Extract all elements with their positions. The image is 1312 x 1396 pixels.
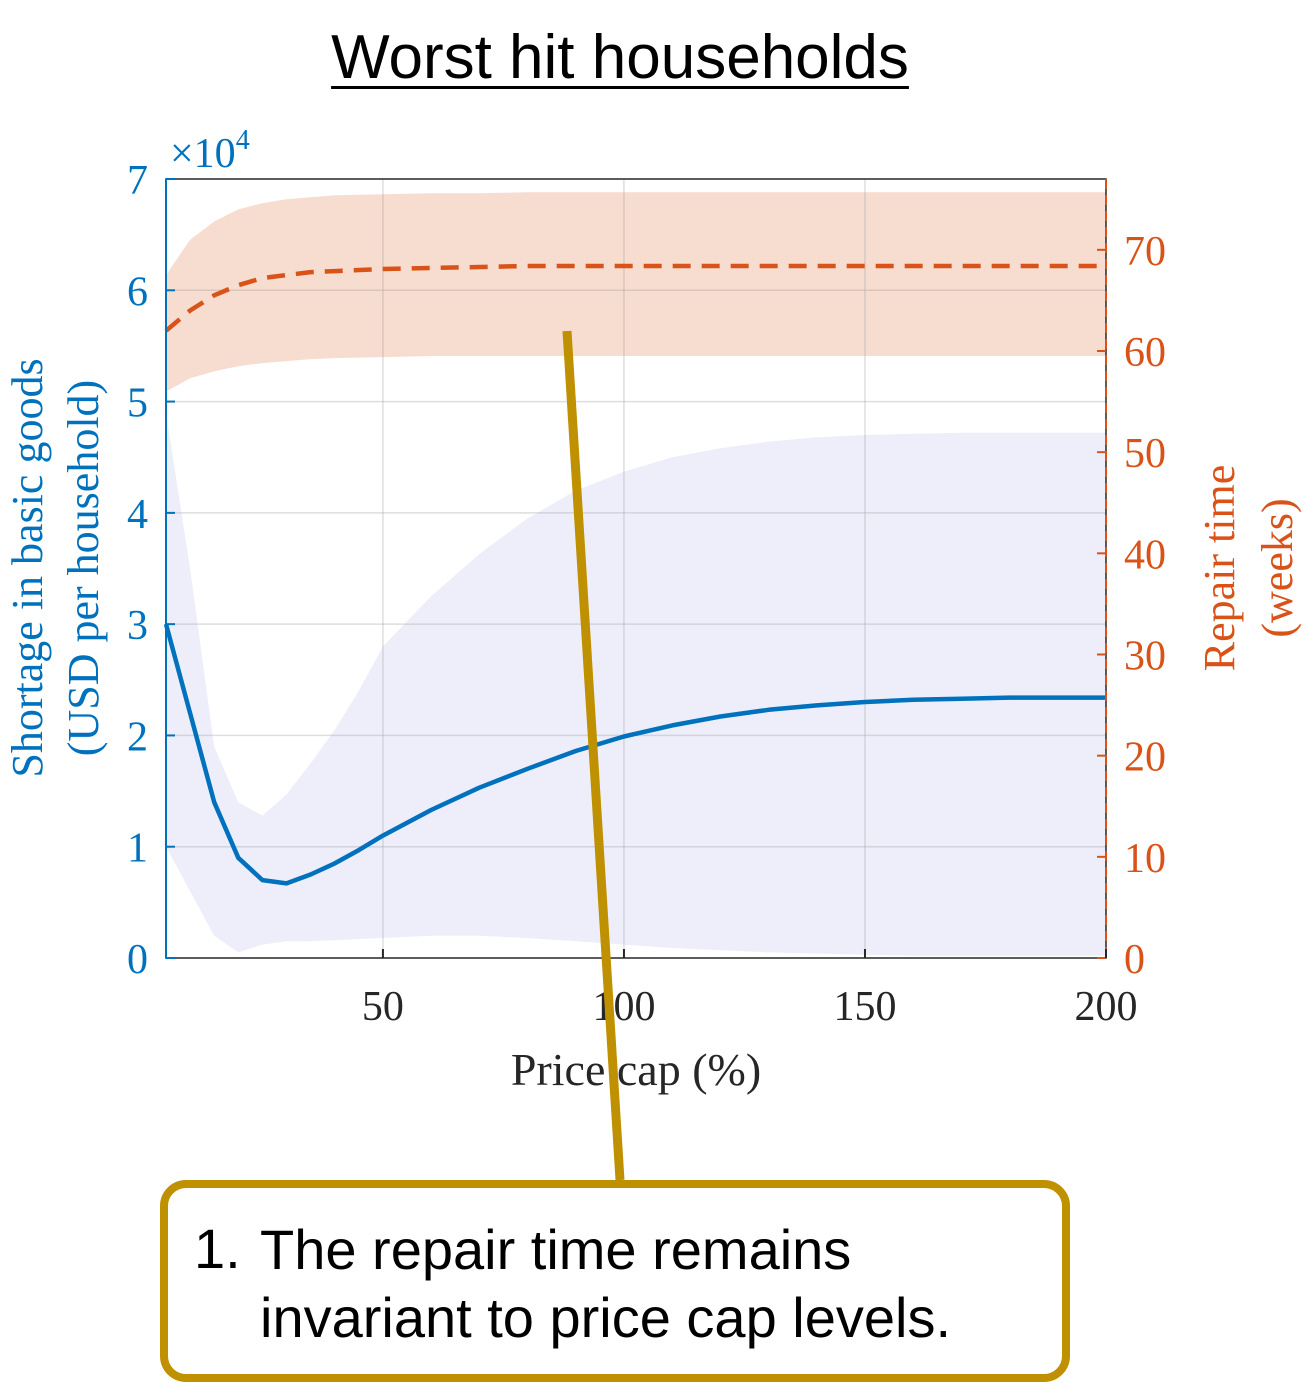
right-axis-tick-label: 20	[1124, 735, 1166, 781]
left-axis-tick-label: 7	[127, 158, 148, 204]
left-axis-label-line1: Shortage in basic goods	[3, 358, 52, 777]
right-axis-tick-label: 0	[1124, 937, 1145, 983]
callout-box: 1. The repair time remains invariant to …	[160, 1180, 1070, 1382]
left-axis-tick-label: 5	[127, 381, 148, 427]
right-axis-tick-label: 40	[1124, 532, 1166, 578]
callout-pointer-line	[562, 330, 625, 1181]
right-axis-tick-label: 70	[1124, 229, 1166, 275]
x-axis-tick-label: 50	[362, 984, 404, 1030]
callout-number: 1.	[194, 1217, 241, 1280]
confidence-bands	[166, 192, 1106, 956]
grid-lines	[166, 179, 1106, 958]
left-series-line	[163, 623, 1106, 886]
right-axis-tick-label: 10	[1124, 836, 1166, 882]
x-axis-tick-label: 100	[592, 984, 655, 1030]
callout-text: The repair time remains invariant to pri…	[260, 1218, 952, 1349]
series-lines	[163, 263, 1106, 886]
left-axis-tick-label: 6	[127, 269, 148, 315]
left-series-band	[166, 412, 1106, 956]
x-axis-tick-label: 150	[833, 984, 896, 1030]
left-axis-label-line2: (USD per household)	[59, 380, 108, 756]
left-axis-tick-label: 0	[127, 937, 148, 983]
left-axis-tick-label: 2	[127, 714, 148, 760]
right-series-band	[166, 192, 1106, 392]
left-exponent-label: ×104	[170, 125, 250, 177]
left-axis-tick-label: 3	[127, 603, 148, 649]
right-axis-tick-label: 30	[1124, 633, 1166, 679]
x-axis-tick-label: 200	[1075, 984, 1138, 1030]
x-axis-label: Price cap (%)	[511, 1044, 761, 1095]
right-axis-label-line2: (weeks)	[1253, 498, 1302, 637]
left-axis-tick-label: 1	[127, 826, 148, 872]
left-axis-tick-label: 4	[127, 492, 148, 538]
right-axis-tick-label: 50	[1124, 431, 1166, 477]
right-axis-tick-label: 60	[1124, 330, 1166, 376]
right-series-line	[164, 263, 1106, 333]
right-axis-label-line1: Repair time	[1195, 465, 1244, 672]
page-title: Worst hit households	[331, 23, 909, 92]
